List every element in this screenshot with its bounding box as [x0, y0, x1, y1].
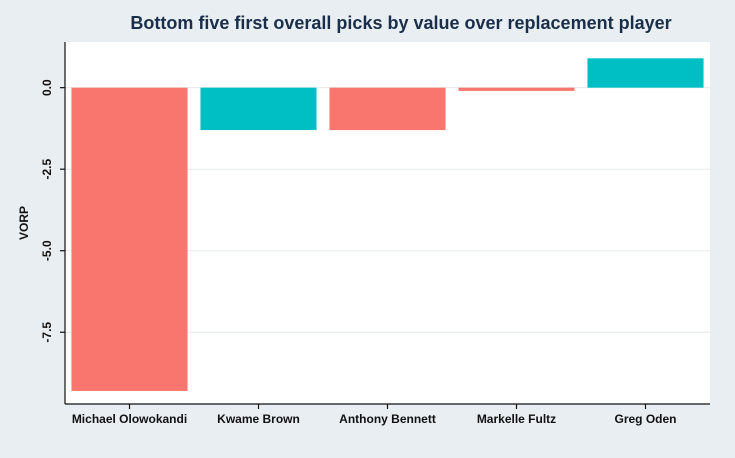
y-tick-label: 0.0 [40, 79, 54, 96]
x-tick-label: Anthony Bennett [339, 412, 436, 426]
y-axis-label: VORP [17, 206, 31, 240]
x-tick-label: Greg Oden [614, 412, 676, 426]
x-tick-label: Markelle Fultz [477, 412, 556, 426]
x-tick-label: Michael Olowokandi [72, 412, 187, 426]
bar [458, 87, 575, 91]
bar [200, 87, 317, 131]
chart-title: Bottom five first overall picks by value… [130, 13, 671, 33]
y-tick-label: -7.5 [40, 322, 54, 343]
bar [71, 87, 188, 391]
bar [587, 58, 704, 88]
y-tick-label: -5.0 [40, 240, 54, 261]
x-axis-ticks: Michael Olowokandi Kwame Brown Anthony Ben… [72, 404, 677, 426]
bars [71, 58, 704, 391]
y-tick-label: -2.5 [40, 159, 54, 180]
x-tick-label: Kwame Brown [217, 412, 300, 426]
y-axis-ticks: 0.0 -2.5 -5.0 -7.5 [40, 79, 65, 343]
bar [329, 87, 446, 131]
